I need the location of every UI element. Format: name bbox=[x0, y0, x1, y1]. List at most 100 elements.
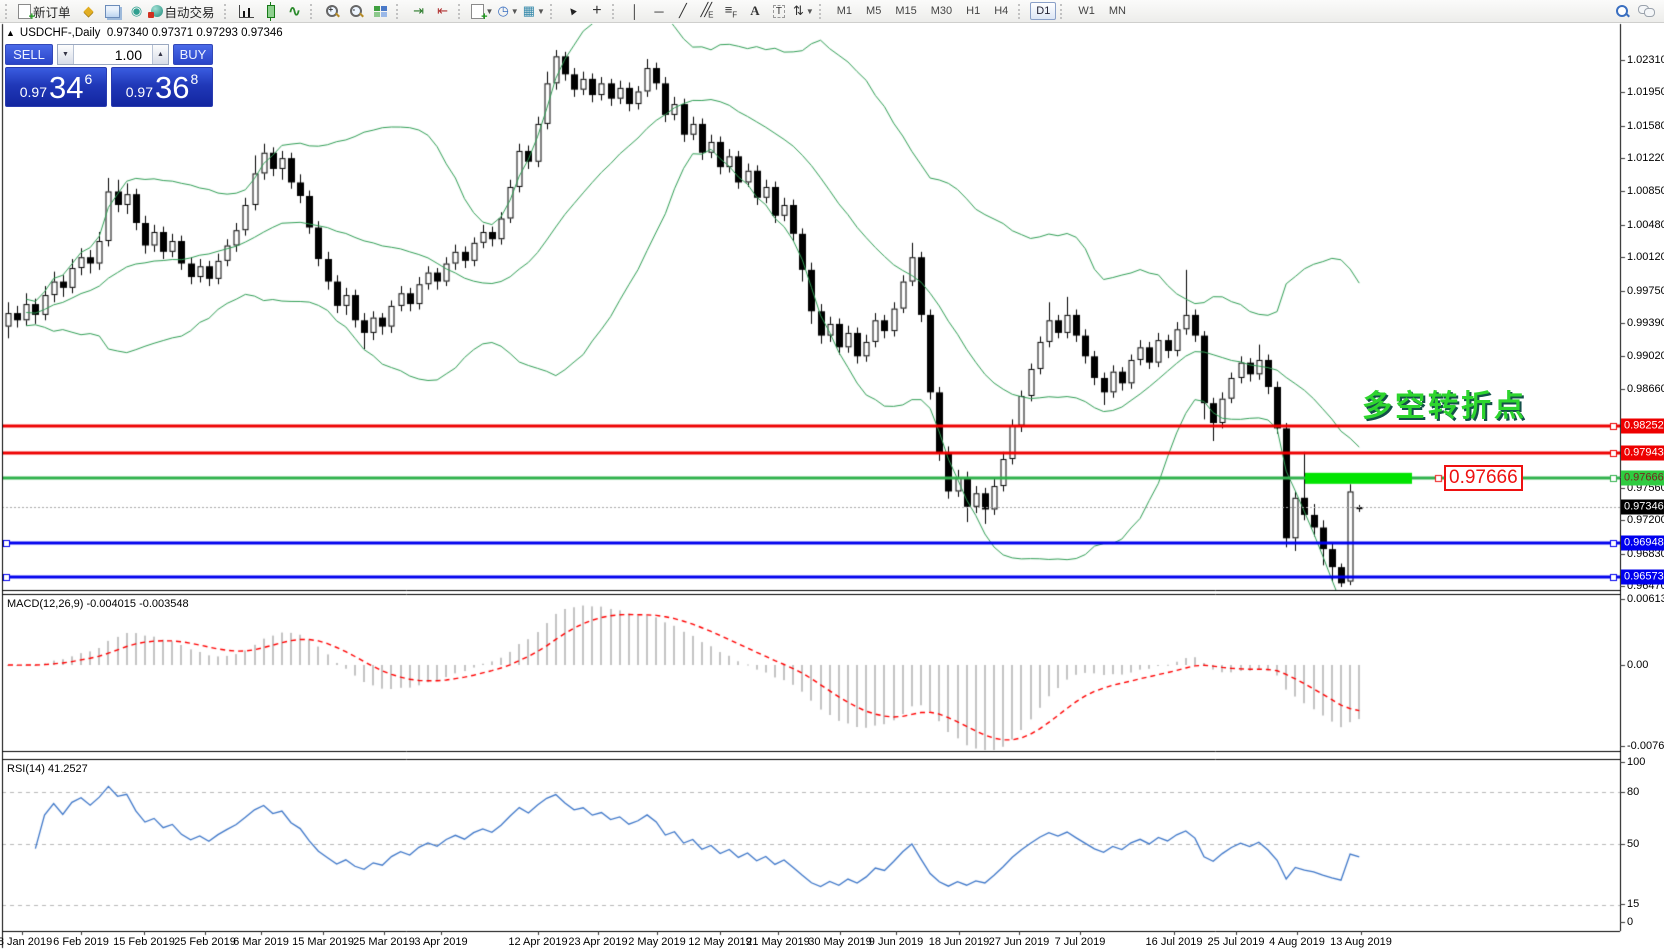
buy-price-big: 36 bbox=[154, 70, 190, 105]
trend-line-button[interactable]: ╱ bbox=[671, 1, 695, 21]
search-icon bbox=[1615, 4, 1630, 19]
toolbar-grip bbox=[1060, 3, 1066, 19]
volume-value[interactable]: 1.00 bbox=[114, 46, 142, 63]
autotrading-icon bbox=[147, 5, 163, 18]
cursor-button[interactable]: ▲ bbox=[561, 1, 585, 21]
new-chart-button[interactable]: + ▼ bbox=[469, 1, 496, 22]
tf-w1[interactable]: W1 bbox=[1078, 5, 1095, 17]
toolbar-grip bbox=[309, 3, 316, 19]
tf-m15[interactable]: M15 bbox=[895, 5, 917, 17]
tf-m1[interactable]: M1 bbox=[836, 5, 853, 17]
toolbar-grip bbox=[223, 3, 230, 19]
volume-down-button[interactable]: ▼ bbox=[58, 45, 74, 64]
fibonacci-button[interactable]: ≡F bbox=[719, 1, 743, 21]
sell-price-big: 34 bbox=[48, 70, 84, 105]
chart-window-button[interactable] bbox=[101, 1, 125, 21]
line-chart-icon: ∿ bbox=[288, 3, 301, 20]
zoom-in-button[interactable]: + bbox=[321, 1, 345, 21]
price-tick-label: 1.01220 bbox=[1627, 152, 1664, 165]
date-tick-label: 18 Jun 2019 bbox=[928, 936, 990, 948]
vertical-line-icon: │ bbox=[630, 3, 639, 19]
collapse-icon[interactable]: ▲ bbox=[6, 28, 15, 38]
sell-price-button[interactable]: 0.97 34 6 bbox=[5, 67, 107, 107]
text-tool-button[interactable]: A bbox=[743, 1, 767, 21]
text-label-button[interactable]: T bbox=[767, 1, 791, 21]
date-tick-label: 23 Apr 2019 bbox=[568, 936, 628, 948]
candlestick-chart-button[interactable] bbox=[259, 1, 283, 21]
price-line-badge: 0.96573 bbox=[1621, 569, 1664, 585]
rsi-tick-label: 80 bbox=[1627, 786, 1640, 798]
tf-h1[interactable]: H1 bbox=[966, 5, 981, 17]
price-line-badge: 0.97666 bbox=[1621, 470, 1664, 486]
bar-chart-button[interactable] bbox=[235, 1, 259, 21]
crosshair-button[interactable]: + bbox=[585, 1, 609, 21]
date-tick-label: 16 Jul 2019 bbox=[1145, 936, 1203, 948]
tile-windows-button[interactable] bbox=[369, 1, 393, 21]
chart-text-annotation[interactable]: 多空转折点 bbox=[1362, 390, 1527, 423]
price-line-badge: 0.97346 bbox=[1621, 499, 1664, 515]
rsi-indicator-label: RSI(14) 41.2527 bbox=[7, 763, 88, 775]
vertical-line-button[interactable]: │ bbox=[623, 1, 647, 21]
autotrading-label: 自动交易 bbox=[164, 5, 215, 20]
new-chart-icon: + bbox=[470, 3, 488, 22]
buy-price-button[interactable]: 0.97 36 8 bbox=[111, 67, 213, 107]
chart-properties-button[interactable]: ▦ ▼ bbox=[521, 1, 547, 21]
signals-icon: ◉ bbox=[130, 3, 143, 18]
price-tick-label: 0.99750 bbox=[1627, 284, 1664, 297]
date-tick-label: 25 Mar 2019 bbox=[353, 936, 415, 948]
signals-button[interactable]: ◉ bbox=[125, 1, 149, 21]
chevron-down-icon: ▼ bbox=[485, 6, 494, 16]
buy-button[interactable]: BUY bbox=[173, 44, 213, 65]
text-icon: A bbox=[750, 3, 760, 18]
rsi-tick-label: 100 bbox=[1627, 756, 1646, 768]
volume-stepper: ▼ 1.00 ▲ bbox=[57, 44, 169, 65]
auto-scroll-button[interactable]: ⇥ bbox=[407, 1, 431, 21]
sell-button[interactable]: SELL bbox=[5, 44, 53, 65]
date-tick-label: 2 May 2019 bbox=[628, 936, 686, 948]
tf-d1[interactable]: D1 bbox=[1030, 2, 1057, 20]
price-line-badge: 0.96948 bbox=[1621, 535, 1664, 551]
equidistant-channel-button[interactable]: ╱╱E bbox=[695, 1, 719, 21]
toolbar-grip bbox=[395, 3, 402, 19]
autotrading-button[interactable]: 自动交易 bbox=[147, 1, 221, 21]
search-button[interactable] bbox=[1610, 1, 1634, 21]
tf-mn[interactable]: MN bbox=[1108, 5, 1126, 17]
periods-button[interactable]: ◷ ▼ bbox=[495, 1, 520, 21]
price-level-label[interactable]: 0.97666 bbox=[1444, 465, 1523, 491]
date-tick-label: 15 Feb 2019 bbox=[113, 936, 175, 948]
chart-shift-button[interactable]: ⇤ bbox=[431, 1, 455, 21]
arrows-icon: ⇅ bbox=[792, 3, 804, 18]
macd-indicator-label: MACD(12,26,9) -0.004015 -0.003548 bbox=[7, 598, 189, 610]
sell-price-pip: 6 bbox=[84, 71, 93, 87]
date-tick-label: 9 Jun 2019 bbox=[868, 936, 924, 948]
horizontal-line-icon: ─ bbox=[654, 3, 664, 19]
price-tick-label: 0.97200 bbox=[1627, 514, 1664, 527]
toolbar-grip bbox=[611, 3, 618, 19]
chart-title: ▲ USDCHF-,Daily 0.97340 0.97371 0.97293 0… bbox=[6, 27, 283, 39]
toolbar-grip bbox=[5, 3, 11, 19]
zoom-out-button[interactable]: - bbox=[345, 1, 369, 21]
arrows-tool-button[interactable]: ⇅ ▼ bbox=[791, 1, 816, 21]
crosshair-icon: + bbox=[592, 2, 602, 19]
sell-price-prefix: 0.97 bbox=[19, 84, 47, 100]
date-tick-label: 25 Feb 2019 bbox=[174, 936, 236, 948]
one-click-trading-panel: SELL ▼ 1.00 ▲ BUY 0.97 34 6 0.97 36 8 bbox=[5, 44, 213, 107]
price-tick-label: 0.98660 bbox=[1627, 382, 1664, 395]
tf-m30[interactable]: M30 bbox=[930, 5, 953, 17]
chart-properties-icon: ▦ bbox=[522, 3, 536, 18]
new-order-button[interactable]: + 新订单 bbox=[16, 1, 77, 22]
line-chart-button[interactable]: ∿ bbox=[283, 1, 307, 21]
chart-window-icon bbox=[105, 4, 121, 18]
buy-price-pip: 8 bbox=[190, 71, 199, 87]
horizontal-line-button[interactable]: ─ bbox=[647, 1, 671, 21]
price-tick-label: 0.96830 bbox=[1627, 547, 1664, 560]
chat-button[interactable] bbox=[1634, 1, 1658, 21]
new-order-icon: + bbox=[18, 3, 35, 22]
tf-m5[interactable]: M5 bbox=[866, 5, 882, 17]
volume-up-button[interactable]: ▲ bbox=[152, 45, 168, 64]
zoom-in-icon: + bbox=[325, 4, 341, 19]
market-watch-button[interactable]: ◆ bbox=[77, 1, 101, 21]
tf-h4[interactable]: H4 bbox=[994, 5, 1009, 17]
